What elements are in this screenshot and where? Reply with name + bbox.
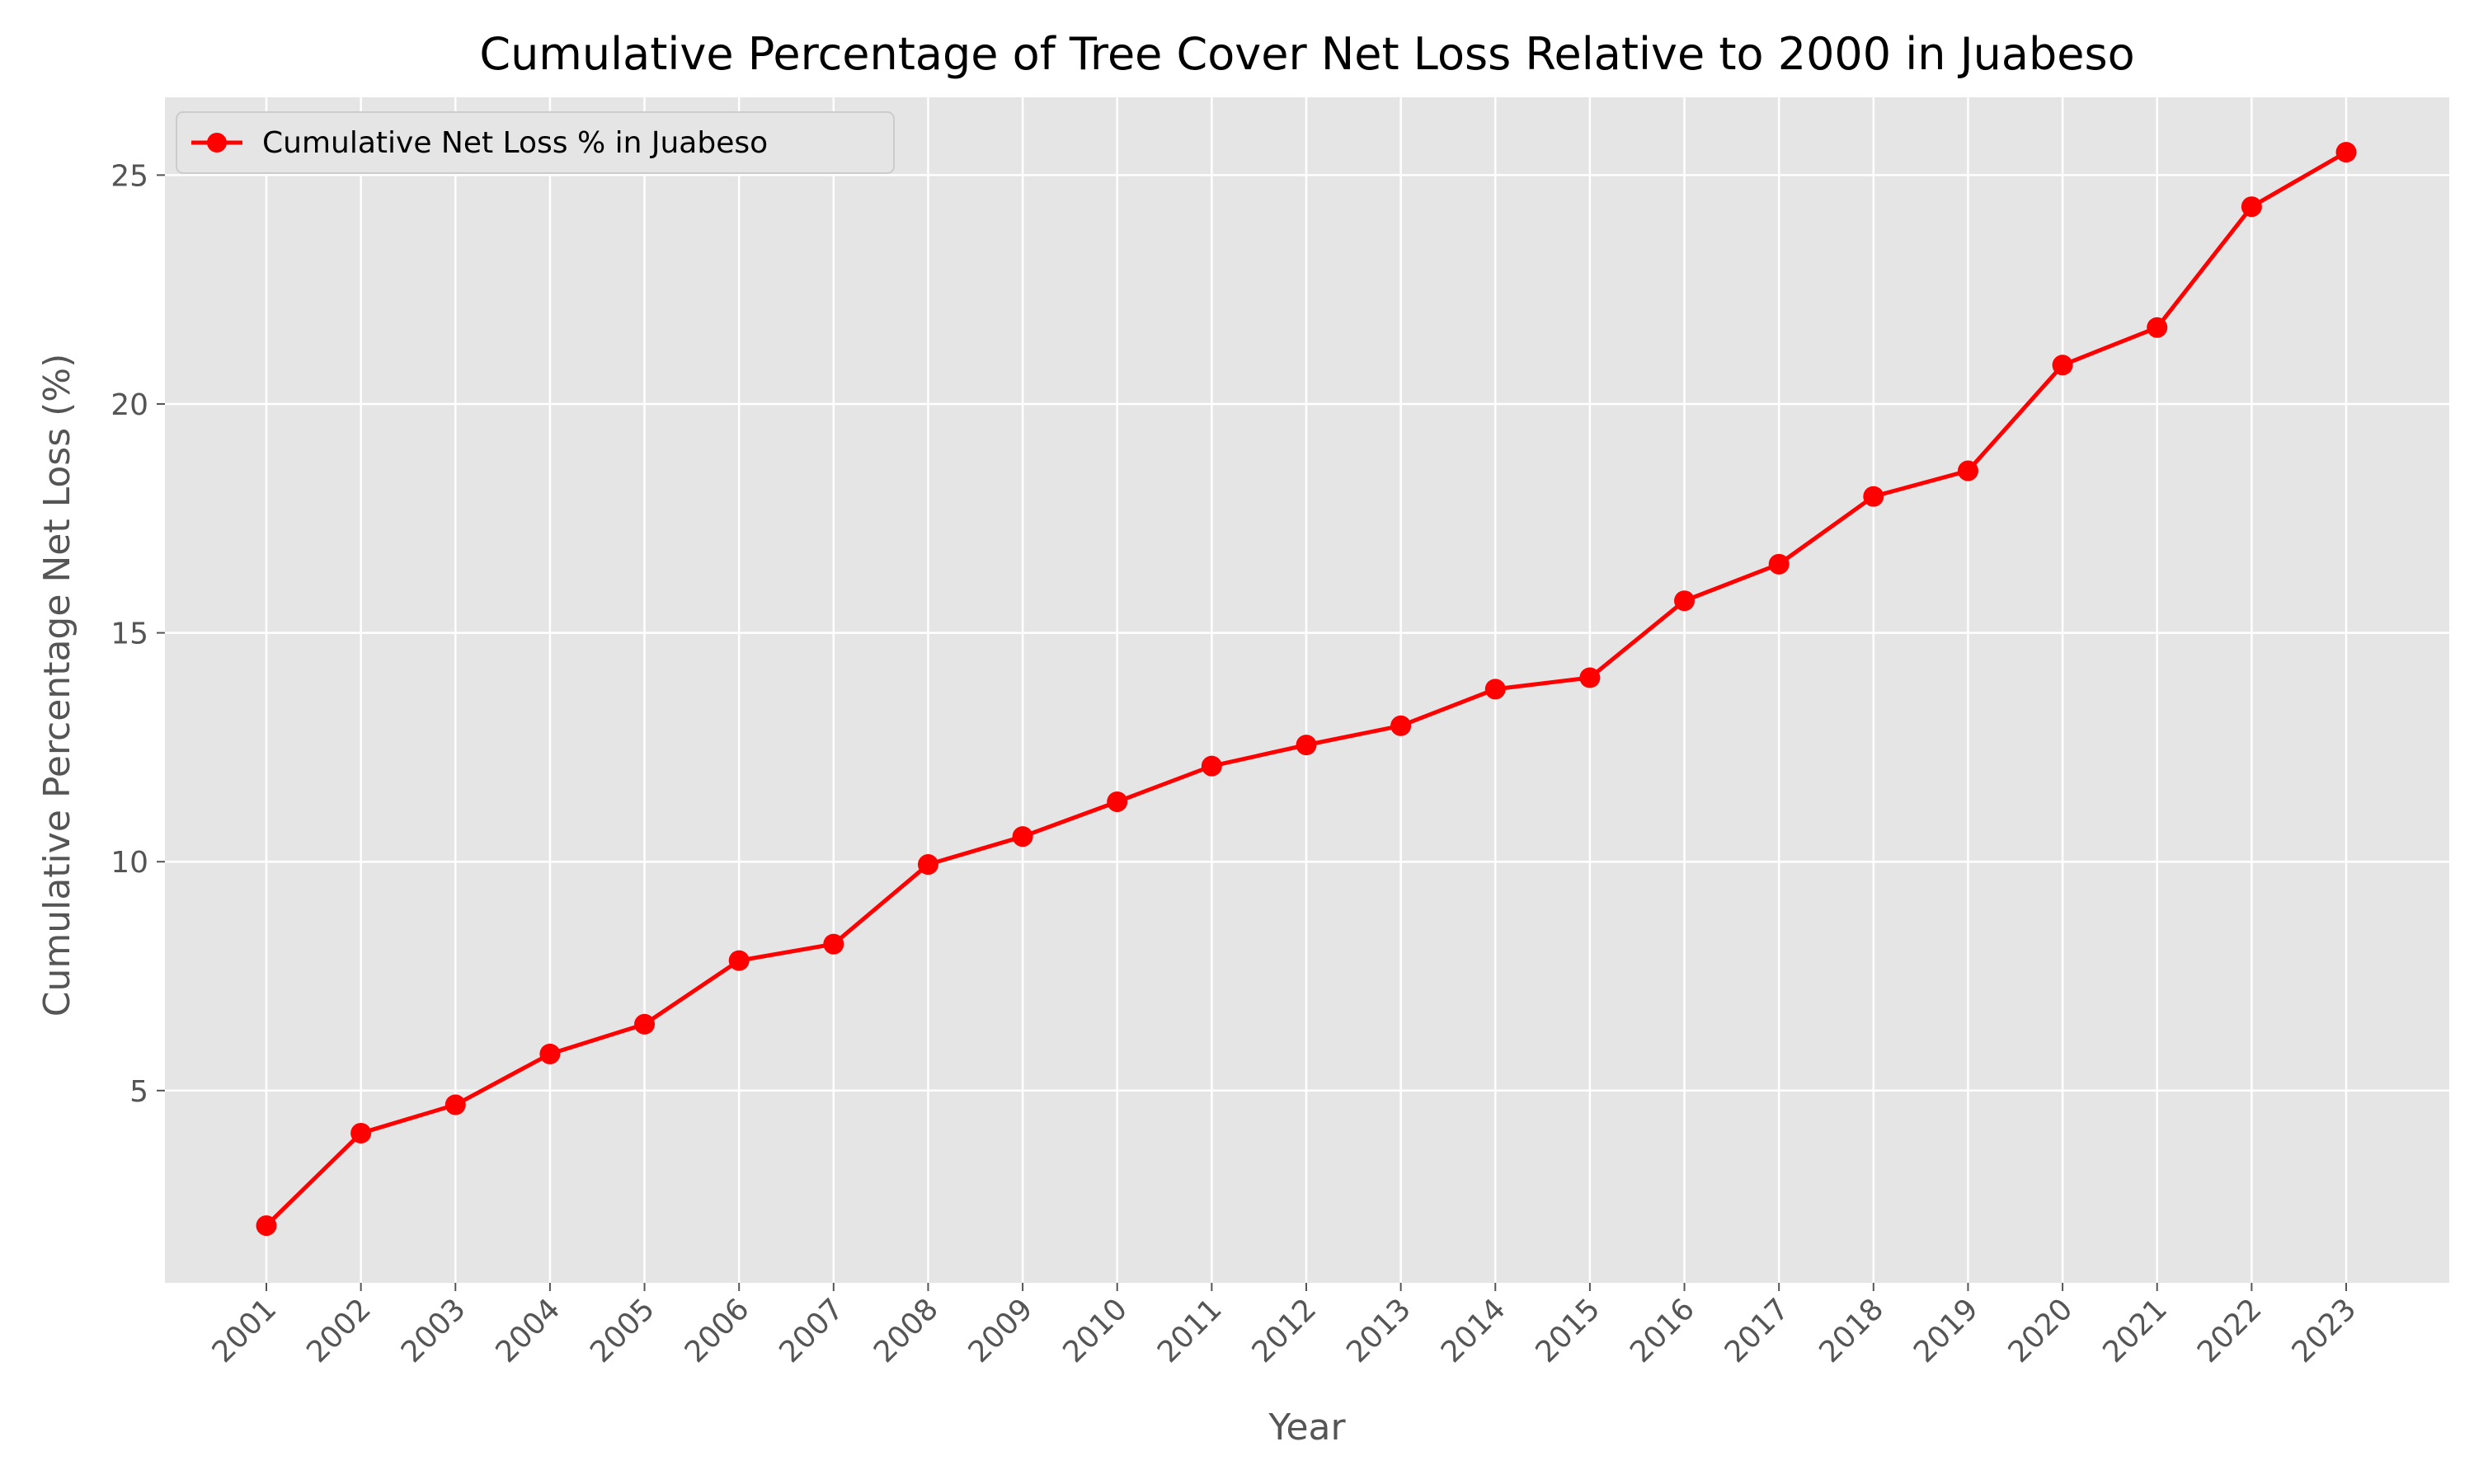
x-tick-label: 2022 <box>2191 1292 2269 1369</box>
x-tick-label: 2007 <box>773 1292 850 1369</box>
x-tick-label: 2023 <box>2286 1292 2363 1369</box>
x-tick-label: 2008 <box>868 1292 945 1369</box>
data-point <box>1863 486 1884 507</box>
data-point <box>1012 826 1033 848</box>
data-point <box>2052 355 2073 376</box>
x-tick-label: 2005 <box>584 1292 661 1369</box>
data-point <box>728 950 750 971</box>
x-tick-label: 2015 <box>1529 1292 1606 1369</box>
y-tick-label: 15 <box>111 618 148 651</box>
x-tick-label: 2018 <box>1813 1292 1890 1369</box>
data-point <box>539 1043 561 1064</box>
x-tick-label: 2011 <box>1151 1292 1229 1369</box>
x-tick-label: 2001 <box>206 1292 284 1369</box>
data-point <box>1107 791 1128 812</box>
x-tick-label: 2020 <box>2002 1292 2080 1369</box>
data-point <box>1768 553 1790 575</box>
x-tick-label: 2010 <box>1056 1292 1134 1369</box>
x-tick-label: 2002 <box>300 1292 378 1369</box>
data-point <box>2335 142 2357 163</box>
legend-box <box>176 111 895 174</box>
grid-layer <box>165 97 2449 1283</box>
y-tick-label: 10 <box>111 846 148 880</box>
x-tick-label: 2021 <box>2096 1292 2174 1369</box>
x-tick-label: 2004 <box>489 1292 567 1369</box>
data-point <box>256 1215 277 1237</box>
x-tick-label: 2016 <box>1624 1292 1701 1369</box>
legend-marker-swatch <box>207 133 227 153</box>
data-point <box>1390 715 1412 736</box>
data-point <box>1484 679 1506 700</box>
data-point <box>917 854 938 876</box>
legend: Cumulative Net Loss % in Juabeso <box>176 111 895 174</box>
y-tick-label: 20 <box>111 388 148 422</box>
data-point <box>634 1013 656 1035</box>
data-point <box>823 933 844 955</box>
y-tick-label: 5 <box>129 1075 148 1109</box>
x-tick-label: 2009 <box>962 1292 1040 1369</box>
y-axis-label: Cumulative Percentage Net Loss (%) <box>36 354 78 1017</box>
data-point <box>1674 590 1696 612</box>
x-axis-label: Year <box>1268 1407 1346 1449</box>
data-point <box>444 1094 466 1115</box>
legend-label: Cumulative Net Loss % in Juabeso <box>262 126 768 160</box>
x-tick-label: 2014 <box>1435 1292 1512 1369</box>
x-tick-label: 2013 <box>1340 1292 1418 1369</box>
x-tick-label: 2003 <box>395 1292 473 1369</box>
chart-title: Cumulative Percentage of Tree Cover Net … <box>479 28 2134 80</box>
data-point <box>2147 317 2168 338</box>
y-tick-label: 25 <box>111 159 148 193</box>
series-layer <box>256 142 2357 1237</box>
data-point <box>1579 667 1601 688</box>
data-point <box>2241 196 2262 218</box>
x-tick-label: 2006 <box>679 1292 756 1369</box>
x-tick-label: 2012 <box>1246 1292 1324 1369</box>
data-point <box>1201 755 1222 777</box>
x-tick-label: 2017 <box>1719 1292 1796 1369</box>
data-point <box>1296 735 1317 756</box>
data-point <box>350 1122 372 1144</box>
data-point <box>1957 460 1978 481</box>
x-tick-label: 2019 <box>1907 1292 1985 1369</box>
